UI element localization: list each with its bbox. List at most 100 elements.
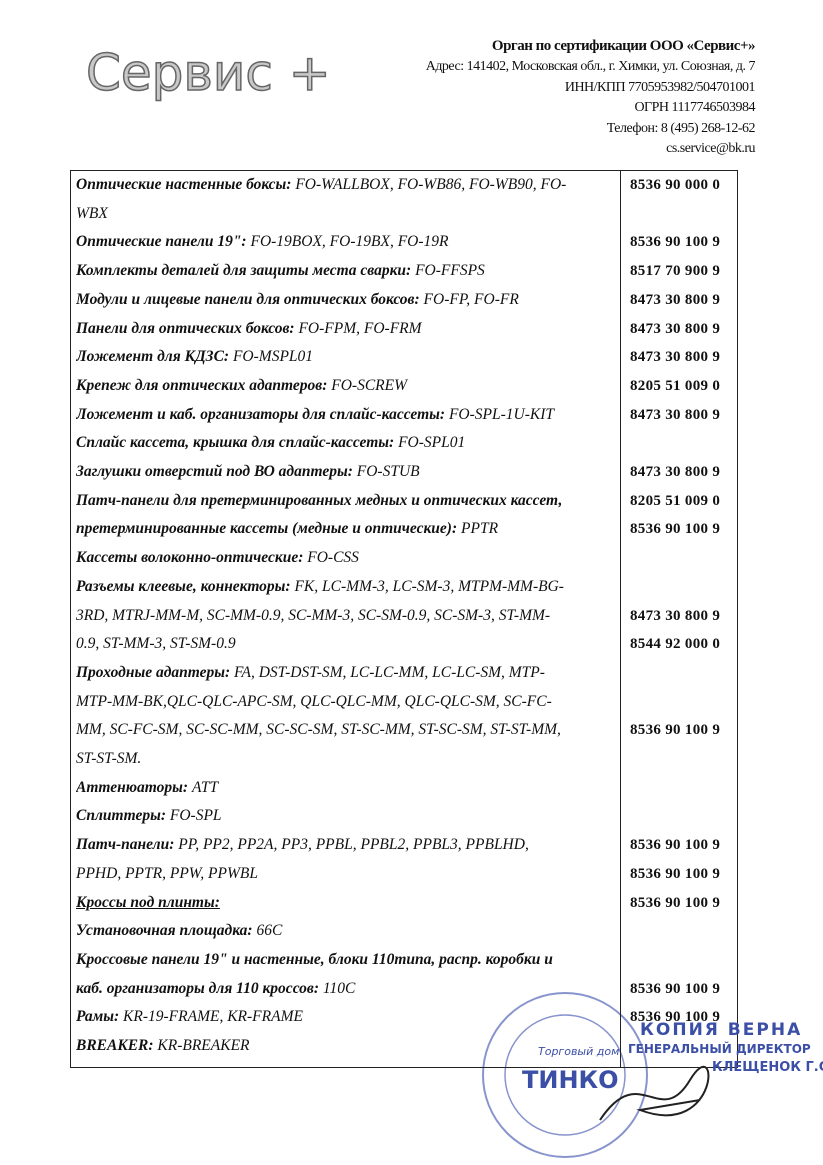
- row-models: FO-WALLBOX, FO-WB86, FO-WB90, FO-: [291, 176, 567, 193]
- row-text: MTP-MM-BK,QLC-QLC-APC-SM, QLC-QLC-MM, QL…: [76, 692, 616, 712]
- row-code: 8473 30 800 9: [630, 406, 721, 423]
- row-label: Сплиттеры:: [76, 807, 166, 825]
- row-code: 8473 30 800 9: [630, 607, 721, 624]
- row-models: 66C: [252, 922, 283, 940]
- row-text: Разъемы клеевые, коннекторы: FK, LC-MM-3…: [76, 577, 616, 597]
- row-label: Кроссовые панели 19" и настенные, блоки …: [76, 950, 553, 968]
- row-models: FO-CSS: [303, 549, 359, 567]
- row-code: 8536 90 000 0: [630, 177, 721, 193]
- row-text: Кроссовые панели 19" и настенные, блоки …: [76, 950, 616, 970]
- row-text: BREAKER: KR-BREAKER: [76, 1036, 616, 1056]
- row-code: 8536 90 100 9: [630, 722, 721, 739]
- logo: Сервис +: [86, 44, 331, 102]
- row-models: ATT: [188, 778, 219, 796]
- row-text: ST-ST-SM.: [76, 749, 616, 769]
- row-text: Модули и лицевые панели для оптических б…: [76, 290, 616, 310]
- row-code: 8536 90 100 9: [630, 521, 721, 538]
- header-line: Адрес: 141402, Московская обл., г. Химки…: [425, 59, 756, 74]
- stamp-name: КЛЕЩЕНОК Г.С.: [712, 1060, 823, 1075]
- row-code: 8473 30 800 9: [630, 464, 721, 480]
- row-label: Сплайс кассета, крышка для сплайс-кассет…: [76, 434, 395, 452]
- row-code: 8536 90 100 9: [630, 980, 721, 997]
- header-line: ОГРН 1117746503984: [634, 100, 755, 115]
- row-code: 8473 30 800 9: [630, 320, 721, 337]
- row-label: Ложемент для КДЗС:: [76, 348, 230, 366]
- row-text: претерминированные кассеты (медные и опт…: [76, 519, 616, 539]
- row-label: Кассеты волоконно-оптические:: [76, 549, 304, 567]
- row-text: Патч-панели для претерминированных медны…: [76, 491, 616, 511]
- row-code: 8205 51 009 0: [630, 492, 721, 509]
- row-models: PP, PP2, PP2A, PP3, PPBL, PPBL2, PPBL3, …: [174, 836, 529, 854]
- row-text: Сплайс кассета, крышка для сплайс-кассет…: [76, 433, 616, 453]
- row-models: FO-STUB: [352, 463, 420, 480]
- row-models: 0.9, ST-MM-3, ST-SM-0.9: [76, 635, 236, 653]
- column-divider: [620, 170, 621, 1068]
- row-models: KR-19-FRAME, KR-FRAME: [119, 1008, 303, 1026]
- row-label: BREAKER:: [76, 1037, 154, 1054]
- row-models: 110C: [319, 979, 356, 997]
- row-text: PPHD, PPTR, PPW, PPWBL: [76, 864, 616, 884]
- row-code: 8517 70 900 9: [630, 263, 721, 280]
- row-code: 8205 51 009 0: [630, 377, 721, 394]
- row-models: FO-FP, FO-FR: [419, 290, 519, 308]
- row-label: Комплекты деталей для защиты места сварк…: [76, 262, 412, 280]
- stamp-copy: КОПИЯ ВЕРНА: [640, 1020, 803, 1040]
- row-models: FO-SPL01: [394, 434, 466, 452]
- row-text: Кроссы под плинты:: [76, 893, 616, 913]
- row-models: KR-BREAKER: [153, 1037, 250, 1054]
- row-models: 3RD, MTRJ-MM-M, SC-MM-0.9, SC-MM-3, SC-S…: [76, 606, 551, 624]
- seal-inner: [504, 1014, 626, 1136]
- row-models: FO-SCREW: [327, 376, 408, 394]
- row-text: Сплиттеры: FO-SPL: [76, 806, 616, 826]
- row-label: Проходные адаптеры:: [76, 663, 231, 681]
- row-models: FA, DST-DST-SM, LC-LC-MM, LC-LC-SM, MTP-: [230, 663, 545, 681]
- row-text: Оптические настенные боксы: FO-WALLBOX, …: [76, 175, 616, 195]
- row-text: Комплекты деталей для защиты места сварк…: [76, 261, 616, 281]
- row-code: 8536 90 100 9: [630, 865, 721, 882]
- row-label: Разъемы клеевые, коннекторы:: [76, 577, 291, 595]
- seal-top: Торговый дом: [538, 1045, 620, 1058]
- row-models: ST-ST-SM.: [76, 750, 142, 767]
- row-models: FO-19BOX, FO-19BX, FO-19R: [246, 233, 449, 251]
- row-text: Проходные адаптеры: FA, DST-DST-SM, LC-L…: [76, 663, 616, 683]
- row-models: MTP-MM-BK,QLC-QLC-APC-SM, QLC-QLC-MM, QL…: [76, 692, 552, 710]
- row-text: Крепеж для оптических адаптеров: FO-SCRE…: [76, 376, 616, 396]
- row-models: MM, SC-FC-SM, SC-SC-MM, SC-SC-SM, ST-SC-…: [76, 721, 561, 739]
- row-code: 8536 90 100 9: [630, 894, 721, 911]
- row-text: Оптические панели 19": FO-19BOX, FO-19BX…: [76, 232, 616, 252]
- row-models: FO-SPL: [166, 807, 222, 825]
- row-label: Патч-панели:: [76, 836, 175, 854]
- row-code: 8536 90 100 9: [630, 1009, 721, 1026]
- stamp-title: ГЕНЕРАЛЬНЫЙ ДИРЕКТОР: [628, 1042, 811, 1056]
- row-models: FO-FPM, FO-FRM: [294, 319, 422, 337]
- row-code: 8544 92 000 0: [630, 636, 721, 653]
- row-label: Оптические настенные боксы:: [76, 176, 292, 193]
- row-label: претерминированные кассеты (медные и опт…: [76, 520, 458, 538]
- row-label: Ложемент и каб. организаторы для сплайс-…: [76, 405, 446, 423]
- row-label: Заглушки отверстий под ВО адаптеры:: [76, 463, 353, 480]
- seal-outer: [482, 992, 648, 1158]
- row-text: Аттенюаторы: ATT: [76, 778, 616, 798]
- row-code: 8536 90 100 9: [630, 837, 721, 854]
- seal-brand: ТИНКО: [522, 1066, 619, 1094]
- row-models: FK, LC-MM-3, LC-SM-3, MTPM-MM-BG-: [290, 577, 564, 595]
- row-label: Установочная площадка:: [76, 922, 253, 940]
- row-text: Панели для оптических боксов: FO-FPM, FO…: [76, 319, 616, 339]
- row-label: Рамы:: [76, 1008, 120, 1026]
- row-label: Кроссы под плинты:: [76, 893, 220, 911]
- row-label: Патч-панели для претерминированных медны…: [76, 491, 563, 509]
- row-label: Крепеж для оптических адаптеров:: [76, 376, 328, 394]
- row-text: 3RD, MTRJ-MM-M, SC-MM-0.9, SC-MM-3, SC-S…: [76, 606, 616, 626]
- org-name: Орган по сертификации ООО «Сервис+»: [491, 38, 756, 54]
- row-label: Модули и лицевые панели для оптических б…: [76, 290, 420, 308]
- row-text: 0.9, ST-MM-3, ST-SM-0.9: [76, 634, 616, 654]
- signature: [599, 1065, 710, 1121]
- row-text: Ложемент и каб. организаторы для сплайс-…: [76, 405, 616, 425]
- row-models: PPTR: [457, 520, 499, 538]
- row-models: PPHD, PPTR, PPW, PPWBL: [76, 864, 258, 882]
- row-code: 8536 90 100 9: [630, 234, 721, 251]
- row-label: Панели для оптических боксов:: [76, 319, 295, 337]
- row-label: Оптические панели 19":: [76, 233, 247, 251]
